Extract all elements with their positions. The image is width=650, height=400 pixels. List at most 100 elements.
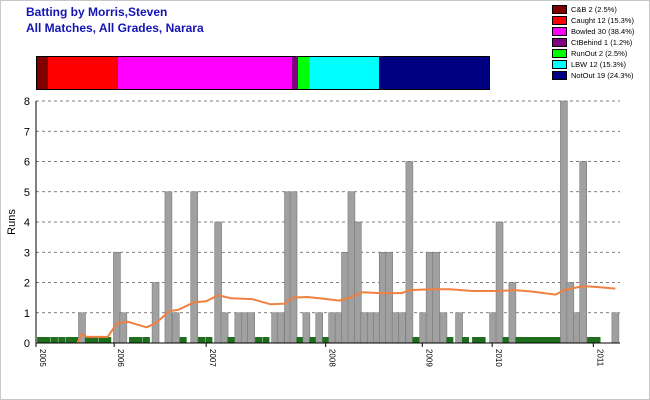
duck-marker [502,337,510,343]
x-tick-label: 2005 [38,349,47,367]
y-axis-label: Runs [6,209,18,235]
legend-swatch [552,26,567,36]
run-bar [419,312,427,344]
duck-marker [142,337,150,343]
run-bar [302,312,311,344]
legend-label: LBW 12 (15.3%) [571,59,627,69]
run-bar [328,312,336,344]
chart-subtitle: All Matches, All Grades, Narara [26,21,204,35]
y-tick-label: 4 [24,217,30,229]
run-bar [220,312,229,344]
run-bar [385,252,393,344]
run-bar [566,282,575,344]
legend-swatch [552,70,567,80]
x-tick-label: 2007 [208,349,217,367]
legend-label: CtBehind 1 (1.2%) [571,37,633,47]
average-line [76,285,616,344]
x-tick-label: 2010 [494,349,503,367]
legend-item: NotOut 19 (24.3%) [552,70,634,80]
legend-item: CtBehind 1 (1.2%) [552,37,634,47]
distribution-segment [292,57,298,89]
run-bar [560,100,568,344]
duck-marker [255,337,263,343]
run-bar [405,161,414,344]
run-bar [495,221,504,344]
duck-marker [528,337,536,343]
legend-item: RunOut 2 (2.5%) [552,48,634,58]
distribution-segment [37,57,49,89]
run-bar [172,312,180,344]
legend-label: Caught 12 (15.3%) [571,15,634,25]
run-bar [276,312,285,344]
legend: C&B 2 (2.5%) Caught 12 (15.3%) Bowled 30 (… [552,4,634,81]
duck-marker [296,337,304,343]
duck-marker [179,337,187,343]
duck-marker [446,337,454,343]
run-bar [113,252,121,344]
x-tick-label: 2009 [424,349,433,367]
legend-swatch [552,59,567,69]
y-tick-label: 1 [24,308,30,320]
run-bar [508,282,517,344]
run-bar [360,312,369,344]
run-bar [334,312,343,344]
duck-marker [198,337,206,343]
duck-marker [58,337,66,343]
duck-marker [515,337,523,343]
duck-marker [227,337,235,343]
duck-marker [412,337,420,343]
duck-marker [135,337,143,343]
run-bar [119,312,128,344]
legend-label: NotOut 19 (24.3%) [571,70,634,80]
run-bar [367,312,375,344]
legend-swatch [552,4,567,14]
run-bar [151,282,160,344]
duck-marker [478,337,486,343]
distribution-segment [309,57,379,89]
run-bar [391,312,400,344]
run-bar [234,312,243,344]
legend-label: Bowled 30 (38.4%) [571,26,635,36]
run-bar [425,252,434,344]
duck-marker [104,337,112,343]
duck-marker [534,337,542,343]
dismissal-distribution-bar [36,56,490,90]
distribution-segment [297,57,310,89]
duck-marker [129,337,137,343]
run-bar [439,312,448,344]
duck-marker [43,337,51,343]
duck-marker [309,337,317,343]
duck-marker [461,337,469,343]
y-tick-label: 3 [24,247,30,259]
y-tick-label: 0 [24,338,30,350]
run-bar [354,221,362,344]
chart-title: Batting by Morris,Steven [26,5,168,19]
duck-marker [547,337,555,343]
duck-marker [98,337,106,343]
duck-marker [553,337,561,343]
duck-marker [205,337,213,343]
run-bar [315,312,324,344]
run-bar [455,312,463,344]
distribution-segment [48,57,118,89]
x-tick-label: 2011 [595,349,604,367]
duck-marker [262,337,270,343]
legend-item: LBW 12 (15.3%) [552,59,634,69]
duck-marker [593,337,601,343]
y-tick-label: 6 [24,157,30,169]
duck-marker [587,337,595,343]
y-tick-label: 5 [24,187,30,199]
run-bar [579,161,587,344]
run-bar [432,252,440,344]
run-bar [214,221,222,344]
run-bar [347,191,356,344]
duck-marker [84,337,92,343]
legend-item: Bowled 30 (38.4%) [552,26,634,36]
duck-marker [50,337,58,343]
y-tick-label: 8 [24,96,30,108]
run-bar [489,312,497,344]
run-bar [611,312,620,344]
distribution-segment [378,57,489,89]
run-bar [241,312,249,344]
